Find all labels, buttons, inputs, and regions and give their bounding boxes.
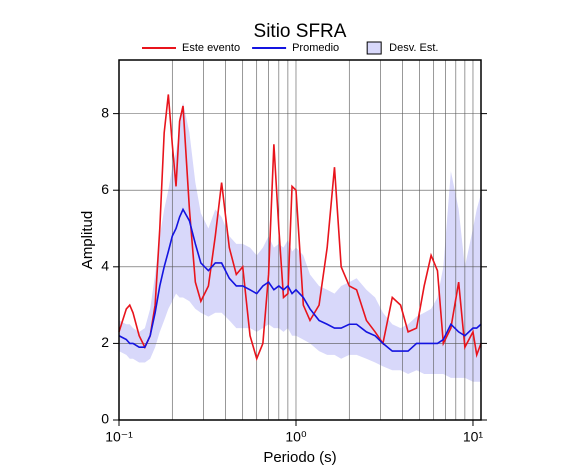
y-axis-label: Amplitud bbox=[79, 211, 96, 269]
x-tick-label: 10⁻¹ bbox=[105, 429, 133, 445]
legend-label: Desv. Est. bbox=[389, 42, 438, 54]
legend-swatch bbox=[366, 41, 382, 55]
y-tick-label: 0 bbox=[101, 411, 109, 427]
std-band bbox=[119, 102, 481, 382]
legend-label: Promedio bbox=[292, 42, 339, 54]
x-tick-label: 10¹ bbox=[463, 429, 484, 445]
y-tick-label: 8 bbox=[101, 104, 109, 120]
series-line bbox=[118, 207, 482, 352]
y-tick-label: 4 bbox=[101, 258, 109, 274]
legend-label: Este evento bbox=[182, 42, 240, 54]
chart-title: Sitio SFRA bbox=[254, 21, 347, 42]
y-tick-label: 2 bbox=[101, 334, 109, 350]
plot-frame bbox=[118, 59, 482, 421]
x-axis-label: Periodo (s) bbox=[263, 449, 336, 466]
y-tick-label: 6 bbox=[101, 181, 109, 197]
x-tick-label: 10⁰ bbox=[285, 429, 307, 445]
series-line bbox=[118, 94, 482, 362]
